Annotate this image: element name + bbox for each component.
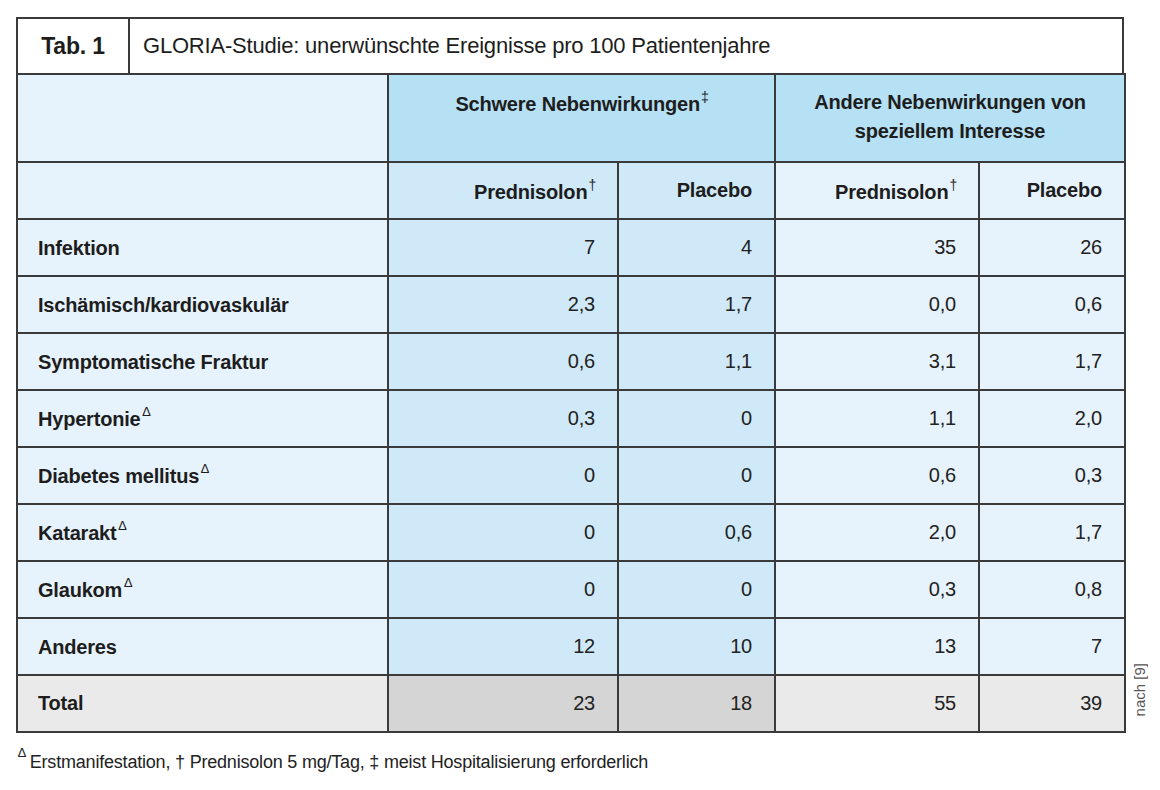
value-cell: 4 — [618, 219, 775, 276]
triangle-symbol: ∆ — [142, 404, 150, 419]
table-row: Infektion 743526 — [17, 219, 1125, 276]
value-cell: 55 — [775, 675, 979, 732]
table-figure: Tab. 1 GLORIA-Studie: unerwünschte Ereig… — [16, 17, 1124, 773]
value-cell: 7 — [388, 219, 618, 276]
triangle-symbol: ∆ — [201, 461, 209, 476]
value-cell: 0 — [618, 561, 775, 618]
column-header-label: Prednisolon — [835, 180, 948, 202]
value-cell: 0,6 — [618, 504, 775, 561]
value-cell: 0 — [388, 504, 618, 561]
value-cell: 0,3 — [979, 447, 1125, 504]
value-cell: 0,8 — [979, 561, 1125, 618]
footnote: ∆Erstmanifestation, † Prednisolon 5 mg/T… — [16, 749, 1124, 773]
table-title-bar: Tab. 1 GLORIA-Studie: unerwünschte Ereig… — [16, 17, 1124, 75]
row-label: Anderes — [17, 618, 388, 675]
value-cell: 2,3 — [388, 276, 618, 333]
value-cell: 23 — [388, 675, 618, 732]
table-row: Katarakt∆00,62,01,7 — [17, 504, 1125, 561]
corner-cell — [17, 74, 388, 162]
value-cell: 0,0 — [775, 276, 979, 333]
row-label: Infektion — [17, 219, 388, 276]
row-label-text: Total — [38, 692, 83, 714]
value-cell: 10 — [618, 618, 775, 675]
delta-symbol: ∆ — [18, 745, 26, 760]
value-cell: 13 — [775, 618, 979, 675]
column-header-prednisolon-1: Prednisolon† — [388, 162, 618, 219]
value-cell: 0 — [618, 390, 775, 447]
value-cell: 12 — [388, 618, 618, 675]
column-header-label: Placebo — [1027, 179, 1102, 201]
column-group-label: Andere Nebenwirkungen von speziellem Int… — [814, 91, 1086, 142]
value-cell: 35 — [775, 219, 979, 276]
value-cell: 2,0 — [775, 504, 979, 561]
value-cell: 1,1 — [618, 333, 775, 390]
dagger-symbol: † — [949, 177, 957, 193]
column-group-label: Schwere Nebenwirkungen — [455, 93, 700, 115]
table-row: Symptomatische Fraktur 0,61,13,11,7 — [17, 333, 1125, 390]
column-header-label: Placebo — [677, 179, 752, 201]
table-row: Hypertonie∆0,301,12,0 — [17, 390, 1125, 447]
value-cell: 2,0 — [979, 390, 1125, 447]
table-row: Glaukom∆000,30,8 — [17, 561, 1125, 618]
row-label-text: Infektion — [38, 237, 120, 259]
triangle-symbol: ∆ — [124, 575, 132, 590]
table-title: GLORIA-Studie: unerwünschte Ereignisse p… — [130, 19, 1122, 73]
double-dagger-symbol: ‡ — [701, 89, 709, 105]
column-header-placebo-1: Placebo — [618, 162, 775, 219]
table-row: Diabetes mellitus∆000,60,3 — [17, 447, 1125, 504]
value-cell: 3,1 — [775, 333, 979, 390]
row-label: Diabetes mellitus∆ — [17, 447, 388, 504]
value-cell: 0,6 — [775, 447, 979, 504]
row-label-text: Diabetes mellitus — [38, 465, 199, 487]
table-number: Tab. 1 — [18, 19, 130, 73]
value-cell: 0,3 — [775, 561, 979, 618]
source-citation: nach [9] — [1131, 663, 1148, 716]
table-row: Ischämisch/kardiovaskulär 2,31,70,00,6 — [17, 276, 1125, 333]
value-cell: 0 — [618, 447, 775, 504]
value-cell: 26 — [979, 219, 1125, 276]
row-label: Total — [17, 675, 388, 732]
value-cell: 1,7 — [979, 333, 1125, 390]
value-cell: 18 — [618, 675, 775, 732]
value-cell: 0,6 — [388, 333, 618, 390]
triangle-symbol: ∆ — [118, 518, 126, 533]
row-label: Hypertonie∆ — [17, 390, 388, 447]
column-group-row: Schwere Nebenwirkungen‡ Andere Nebenwirk… — [17, 74, 1125, 162]
row-label-text: Anderes — [38, 636, 117, 658]
column-header-prednisolon-2: Prednisolon† — [775, 162, 979, 219]
row-label-text: Katarakt — [38, 522, 116, 544]
row-label-text: Ischämisch/kardiovaskulär — [38, 294, 289, 316]
column-header-placebo-2: Placebo — [979, 162, 1125, 219]
row-label: Symptomatische Fraktur — [17, 333, 388, 390]
value-cell: 1,1 — [775, 390, 979, 447]
dagger-symbol: † — [588, 177, 596, 193]
column-group-severe: Schwere Nebenwirkungen‡ — [388, 74, 775, 162]
value-cell: 1,7 — [979, 504, 1125, 561]
value-cell: 7 — [979, 618, 1125, 675]
corner-cell — [17, 162, 388, 219]
row-label: Ischämisch/kardiovaskulär — [17, 276, 388, 333]
row-label-text: Glaukom — [38, 579, 122, 601]
row-label: Glaukom∆ — [17, 561, 388, 618]
table-row: Anderes 1210137 — [17, 618, 1125, 675]
row-label-text: Hypertonie — [38, 408, 140, 430]
column-header-row: Prednisolon† Placebo Prednisolon† Placeb… — [17, 162, 1125, 219]
row-label: Katarakt∆ — [17, 504, 388, 561]
column-header-label: Prednisolon — [474, 180, 587, 202]
value-cell: 0,6 — [979, 276, 1125, 333]
value-cell: 0,3 — [388, 390, 618, 447]
total-row: Total 23185539 — [17, 675, 1125, 732]
value-cell: 0 — [388, 561, 618, 618]
value-cell: 0 — [388, 447, 618, 504]
value-cell: 39 — [979, 675, 1125, 732]
row-label-text: Symptomatische Fraktur — [38, 351, 268, 373]
footnote-text: Erstmanifestation, † Prednisolon 5 mg/Ta… — [30, 752, 648, 772]
data-table: Schwere Nebenwirkungen‡ Andere Nebenwirk… — [16, 73, 1126, 733]
value-cell: 1,7 — [618, 276, 775, 333]
column-group-other: Andere Nebenwirkungen von speziellem Int… — [775, 74, 1125, 162]
